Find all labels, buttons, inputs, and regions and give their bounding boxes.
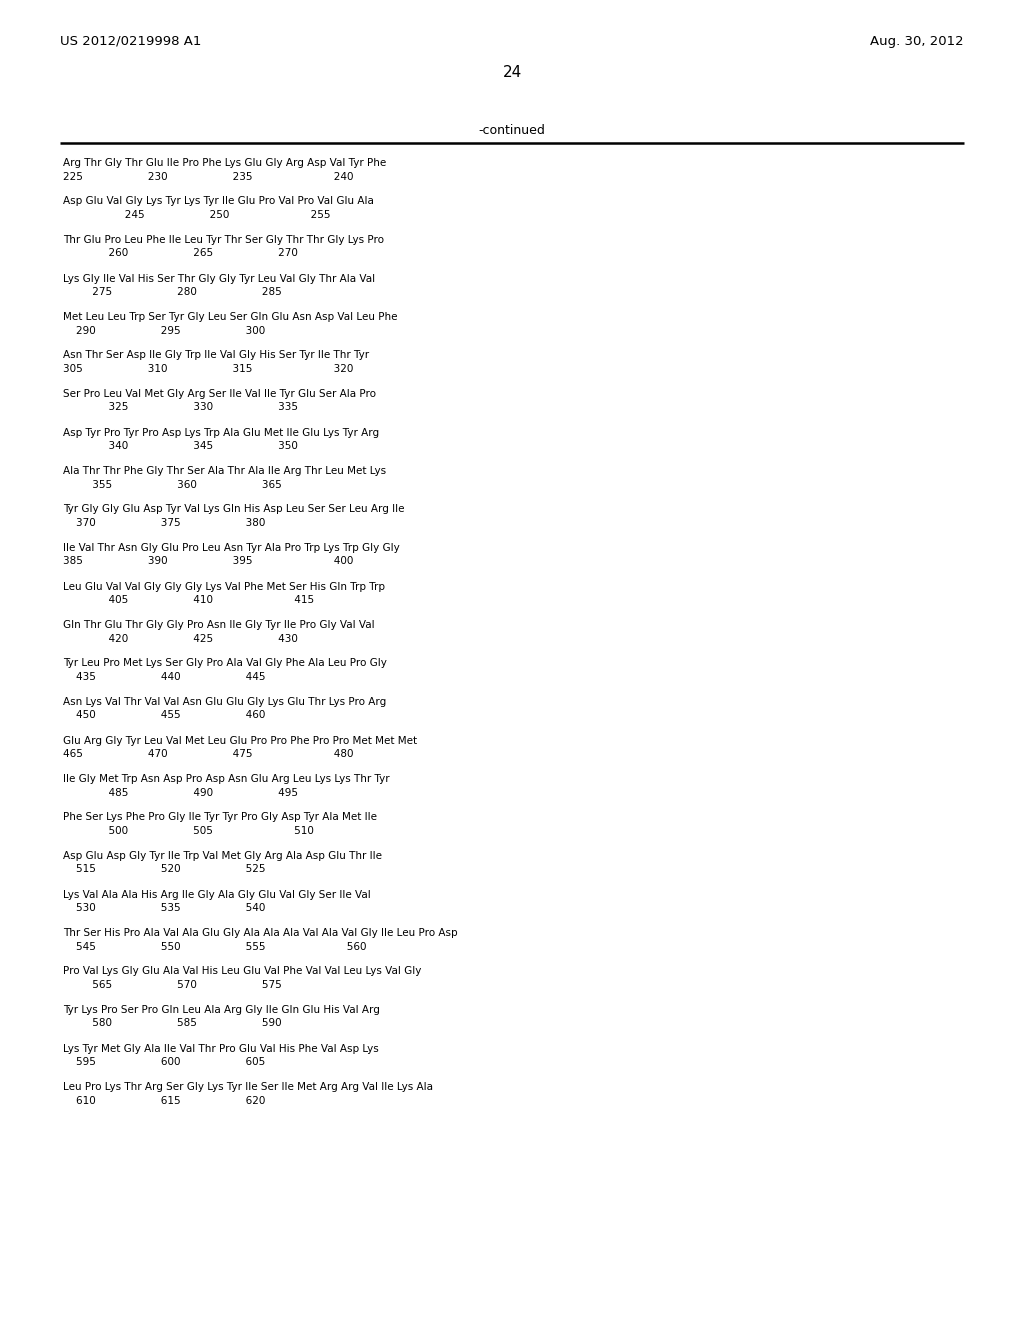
- Text: 340                    345                    350: 340 345 350: [63, 441, 298, 451]
- Text: Asp Tyr Pro Tyr Pro Asp Lys Trp Ala Glu Met Ile Glu Lys Tyr Arg: Asp Tyr Pro Tyr Pro Asp Lys Trp Ala Glu …: [63, 428, 379, 437]
- Text: 485                    490                    495: 485 490 495: [63, 788, 298, 797]
- Text: Ala Thr Thr Phe Gly Thr Ser Ala Thr Ala Ile Arg Thr Leu Met Lys: Ala Thr Thr Phe Gly Thr Ser Ala Thr Ala …: [63, 466, 386, 477]
- Text: Leu Pro Lys Thr Arg Ser Gly Lys Tyr Ile Ser Ile Met Arg Arg Val Ile Lys Ala: Leu Pro Lys Thr Arg Ser Gly Lys Tyr Ile …: [63, 1082, 433, 1092]
- Text: Asn Thr Ser Asp Ile Gly Trp Ile Val Gly His Ser Tyr Ile Thr Tyr: Asn Thr Ser Asp Ile Gly Trp Ile Val Gly …: [63, 351, 369, 360]
- Text: 500                    505                         510: 500 505 510: [63, 826, 314, 836]
- Text: Met Leu Leu Trp Ser Tyr Gly Leu Ser Gln Glu Asn Asp Val Leu Phe: Met Leu Leu Trp Ser Tyr Gly Leu Ser Gln …: [63, 312, 397, 322]
- Text: 530                    535                    540: 530 535 540: [63, 903, 265, 913]
- Text: Gln Thr Glu Thr Gly Gly Pro Asn Ile Gly Tyr Ile Pro Gly Val Val: Gln Thr Glu Thr Gly Gly Pro Asn Ile Gly …: [63, 620, 375, 630]
- Text: 225                    230                    235                         240: 225 230 235 240: [63, 172, 353, 181]
- Text: 24: 24: [503, 65, 521, 81]
- Text: 385                    390                    395                         400: 385 390 395 400: [63, 557, 353, 566]
- Text: 595                    600                    605: 595 600 605: [63, 1057, 265, 1067]
- Text: 245                    250                         255: 245 250 255: [63, 210, 331, 220]
- Text: 355                    360                    365: 355 360 365: [63, 479, 282, 490]
- Text: 580                    585                    590: 580 585 590: [63, 1019, 282, 1028]
- Text: Leu Glu Val Val Gly Gly Gly Lys Val Phe Met Ser His Gln Trp Trp: Leu Glu Val Val Gly Gly Gly Lys Val Phe …: [63, 582, 385, 591]
- Text: Lys Gly Ile Val His Ser Thr Gly Gly Tyr Leu Val Gly Thr Ala Val: Lys Gly Ile Val His Ser Thr Gly Gly Tyr …: [63, 273, 375, 284]
- Text: Ile Gly Met Trp Asn Asp Pro Asp Asn Glu Arg Leu Lys Lys Thr Tyr: Ile Gly Met Trp Asn Asp Pro Asp Asn Glu …: [63, 774, 389, 784]
- Text: 325                    330                    335: 325 330 335: [63, 403, 298, 412]
- Text: Ser Pro Leu Val Met Gly Arg Ser Ile Val Ile Tyr Glu Ser Ala Pro: Ser Pro Leu Val Met Gly Arg Ser Ile Val …: [63, 389, 376, 399]
- Text: Asp Glu Val Gly Lys Tyr Lys Tyr Ile Glu Pro Val Pro Val Glu Ala: Asp Glu Val Gly Lys Tyr Lys Tyr Ile Glu …: [63, 197, 374, 206]
- Text: 290                    295                    300: 290 295 300: [63, 326, 265, 335]
- Text: Phe Ser Lys Phe Pro Gly Ile Tyr Tyr Pro Gly Asp Tyr Ala Met Ile: Phe Ser Lys Phe Pro Gly Ile Tyr Tyr Pro …: [63, 813, 377, 822]
- Text: Tyr Leu Pro Met Lys Ser Gly Pro Ala Val Gly Phe Ala Leu Pro Gly: Tyr Leu Pro Met Lys Ser Gly Pro Ala Val …: [63, 659, 387, 668]
- Text: 435                    440                    445: 435 440 445: [63, 672, 265, 682]
- Text: 450                    455                    460: 450 455 460: [63, 710, 265, 721]
- Text: Glu Arg Gly Tyr Leu Val Met Leu Glu Pro Pro Phe Pro Pro Met Met Met: Glu Arg Gly Tyr Leu Val Met Leu Glu Pro …: [63, 735, 417, 746]
- Text: 610                    615                    620: 610 615 620: [63, 1096, 265, 1106]
- Text: 465                    470                    475                         480: 465 470 475 480: [63, 748, 353, 759]
- Text: Asp Glu Asp Gly Tyr Ile Trp Val Met Gly Arg Ala Asp Glu Thr Ile: Asp Glu Asp Gly Tyr Ile Trp Val Met Gly …: [63, 851, 382, 861]
- Text: Aug. 30, 2012: Aug. 30, 2012: [870, 36, 964, 48]
- Text: Thr Glu Pro Leu Phe Ile Leu Tyr Thr Ser Gly Thr Thr Gly Lys Pro: Thr Glu Pro Leu Phe Ile Leu Tyr Thr Ser …: [63, 235, 384, 246]
- Text: Asn Lys Val Thr Val Val Asn Glu Glu Gly Lys Glu Thr Lys Pro Arg: Asn Lys Val Thr Val Val Asn Glu Glu Gly …: [63, 697, 386, 708]
- Text: 370                    375                    380: 370 375 380: [63, 517, 265, 528]
- Text: 305                    310                    315                         320: 305 310 315 320: [63, 364, 353, 374]
- Text: 405                    410                         415: 405 410 415: [63, 595, 314, 605]
- Text: -continued: -continued: [478, 124, 546, 137]
- Text: Tyr Gly Gly Glu Asp Tyr Val Lys Gln His Asp Leu Ser Ser Leu Arg Ile: Tyr Gly Gly Glu Asp Tyr Val Lys Gln His …: [63, 504, 404, 515]
- Text: US 2012/0219998 A1: US 2012/0219998 A1: [60, 36, 202, 48]
- Text: Lys Val Ala Ala His Arg Ile Gly Ala Gly Glu Val Gly Ser Ile Val: Lys Val Ala Ala His Arg Ile Gly Ala Gly …: [63, 890, 371, 899]
- Text: Pro Val Lys Gly Glu Ala Val His Leu Glu Val Phe Val Val Leu Lys Val Gly: Pro Val Lys Gly Glu Ala Val His Leu Glu …: [63, 966, 421, 977]
- Text: 565                    570                    575: 565 570 575: [63, 979, 282, 990]
- Text: Lys Tyr Met Gly Ala Ile Val Thr Pro Glu Val His Phe Val Asp Lys: Lys Tyr Met Gly Ala Ile Val Thr Pro Glu …: [63, 1044, 379, 1053]
- Text: Arg Thr Gly Thr Glu Ile Pro Phe Lys Glu Gly Arg Asp Val Tyr Phe: Arg Thr Gly Thr Glu Ile Pro Phe Lys Glu …: [63, 158, 386, 168]
- Text: 420                    425                    430: 420 425 430: [63, 634, 298, 644]
- Text: 545                    550                    555                         560: 545 550 555 560: [63, 941, 367, 952]
- Text: Tyr Lys Pro Ser Pro Gln Leu Ala Arg Gly Ile Gln Glu His Val Arg: Tyr Lys Pro Ser Pro Gln Leu Ala Arg Gly …: [63, 1005, 380, 1015]
- Text: 275                    280                    285: 275 280 285: [63, 286, 282, 297]
- Text: Ile Val Thr Asn Gly Glu Pro Leu Asn Tyr Ala Pro Trp Lys Trp Gly Gly: Ile Val Thr Asn Gly Glu Pro Leu Asn Tyr …: [63, 543, 399, 553]
- Text: 515                    520                    525: 515 520 525: [63, 865, 265, 874]
- Text: Thr Ser His Pro Ala Val Ala Glu Gly Ala Ala Ala Val Ala Val Gly Ile Leu Pro Asp: Thr Ser His Pro Ala Val Ala Glu Gly Ala …: [63, 928, 458, 939]
- Text: 260                    265                    270: 260 265 270: [63, 248, 298, 259]
